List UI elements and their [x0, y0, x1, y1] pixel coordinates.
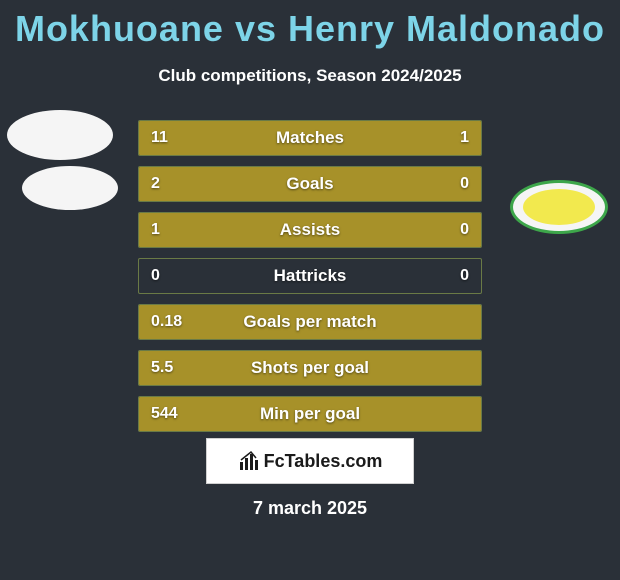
- comparison-bars: 111Matches20Goals10Assists00Hattricks0.1…: [138, 120, 482, 442]
- stat-row: 0 0 Hattricks: [138, 258, 482, 294]
- chart-icon: [238, 450, 260, 472]
- fctables-logo: FcTables.com: [206, 438, 414, 484]
- bar-right-fill: [402, 121, 481, 155]
- player-left-crest-2: [22, 166, 118, 210]
- stat-left-value: 0.18: [151, 313, 182, 331]
- stat-left-value: 5.5: [151, 359, 173, 377]
- stat-row: 5.5 Shots per goal: [138, 350, 482, 386]
- stat-left-value: 2: [151, 175, 160, 193]
- stat-row: 1 0 Assists: [138, 212, 482, 248]
- date-label: 7 march 2025: [0, 498, 620, 519]
- stat-left-value: 544: [151, 405, 178, 423]
- stat-left-value: 11: [151, 129, 168, 147]
- stat-label: Min per goal: [260, 404, 360, 424]
- stat-right-value: 0: [460, 175, 469, 193]
- page-title: Mokhuoane vs Henry Maldonado: [0, 0, 620, 50]
- player-left-crest-1: [7, 110, 113, 160]
- stat-row: 544 Min per goal: [138, 396, 482, 432]
- stat-right-value: 0: [460, 267, 469, 285]
- stat-row: 111Matches: [138, 120, 482, 156]
- stat-left-value: 0: [151, 267, 160, 285]
- stat-label: Shots per goal: [251, 358, 369, 378]
- stat-label: Matches: [276, 128, 344, 148]
- bar-left-fill: [139, 121, 402, 155]
- stat-label: Goals: [286, 174, 333, 194]
- logo-text: FcTables.com: [264, 451, 383, 472]
- stat-right-value: 1: [460, 129, 469, 147]
- stat-left-value: 1: [151, 221, 160, 239]
- stat-row: 2 0 Goals: [138, 166, 482, 202]
- stat-label: Assists: [280, 220, 340, 240]
- stat-right-value: 0: [460, 221, 469, 239]
- subtitle: Club competitions, Season 2024/2025: [0, 66, 620, 86]
- stat-label: Goals per match: [243, 312, 376, 332]
- stat-row: 0.18 Goals per match: [138, 304, 482, 340]
- player-right-crest: [510, 180, 608, 234]
- stat-label: Hattricks: [274, 266, 347, 286]
